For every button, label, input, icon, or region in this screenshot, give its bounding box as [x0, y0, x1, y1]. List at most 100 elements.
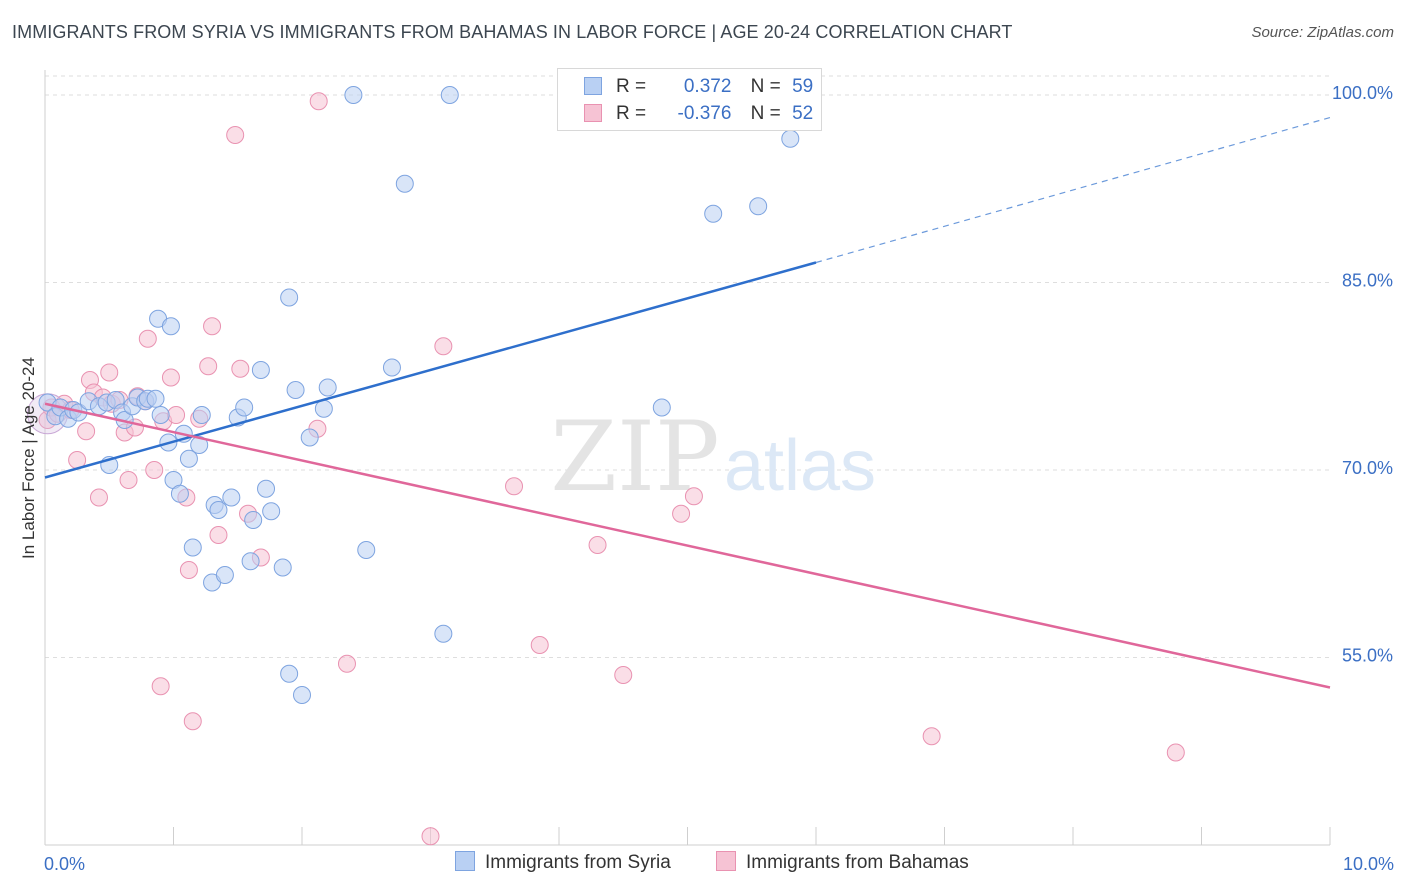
bahamas-point: [231, 359, 250, 378]
syria-point: [146, 389, 165, 408]
syria-point: [222, 488, 241, 507]
source-label: Source: ZipAtlas.com: [1251, 24, 1394, 41]
syria-point: [235, 398, 254, 417]
syria-point: [434, 624, 453, 643]
bahamas-point: [203, 317, 222, 336]
syria-point: [183, 538, 202, 557]
bottom-legend-label-bahamas: Immigrants from Bahamas: [746, 852, 969, 873]
bahamas-trend-line: [44, 402, 1331, 689]
y-tick-label: 100.0%: [1332, 83, 1393, 103]
bahamas-point: [434, 337, 453, 356]
bahamas-point: [672, 504, 691, 523]
syria-points: [38, 86, 800, 704]
syria-point: [357, 541, 376, 559]
syria-point: [749, 197, 768, 216]
bahamas-point: [530, 636, 549, 654]
syria-point: [280, 288, 299, 307]
syria-point: [382, 358, 401, 377]
legend-n-label: N =: [750, 103, 781, 124]
bahamas-point: [337, 654, 356, 673]
syria-point: [273, 558, 292, 577]
syria-point: [286, 381, 305, 399]
syria-point: [440, 86, 459, 104]
bahamas-point: [151, 677, 170, 696]
bahamas-point: [226, 126, 245, 144]
bahamas-point: [309, 92, 328, 111]
legend: R = 0.372 N = 59 R = -0.376 N = 52: [557, 68, 822, 131]
syria-point: [257, 479, 276, 498]
trend-lines: [44, 116, 1331, 689]
legend-n-label: N =: [750, 76, 781, 97]
legend-r-value: 0.372: [683, 76, 732, 97]
x-tick-label: 10.0%: [1343, 854, 1394, 874]
legend-n-value: 52: [792, 103, 814, 124]
axes: [44, 70, 1331, 846]
bahamas-point: [179, 561, 198, 579]
syria-point: [293, 686, 311, 704]
bahamas-point: [199, 357, 218, 376]
bahamas-point: [100, 363, 119, 382]
watermark: ZIP atlas: [550, 401, 876, 513]
syria-point: [262, 502, 281, 521]
tick-labels: 55.0% 70.0% 85.0% 100.0% 0.0% 10.0%: [44, 83, 1394, 874]
syria-point: [179, 449, 198, 468]
bahamas-point: [161, 368, 180, 387]
syria-point: [190, 436, 209, 454]
bahamas-point: [505, 477, 524, 496]
bahamas-point: [145, 461, 164, 479]
legend-swatch-bahamas: [584, 104, 602, 122]
syria-point: [781, 129, 800, 148]
syria-trend-extension: [815, 116, 1331, 264]
bahamas-point: [167, 406, 186, 424]
syria-point: [314, 399, 333, 418]
y-tick-label: 85.0%: [1342, 271, 1393, 291]
syria-point: [318, 378, 337, 397]
syria-point: [161, 317, 180, 336]
syria-point: [344, 86, 363, 104]
syria-point: [280, 664, 299, 683]
legend-row-bahamas: R = -0.376 N = 52: [584, 103, 813, 125]
syria-point: [395, 174, 414, 193]
syria-point: [215, 566, 234, 584]
x-tick-label: 0.0%: [44, 854, 85, 874]
bottom-legend-swatch-syria: [455, 851, 475, 871]
legend-r-label: R =: [616, 103, 647, 124]
syria-point: [170, 484, 189, 503]
legend-swatch-syria: [584, 77, 602, 95]
chart-title: IMMIGRANTS FROM SYRIA VS IMMIGRANTS FROM…: [12, 22, 1013, 42]
legend-row-syria: R = 0.372 N = 59: [584, 76, 813, 98]
bottom-legend-label-syria: Immigrants from Syria: [485, 852, 671, 873]
bahamas-point: [1166, 743, 1185, 762]
legend-r-value: -0.376: [677, 103, 732, 124]
bottom-legend-bahamas: Immigrants from Bahamas: [716, 851, 969, 874]
syria-point: [300, 428, 319, 447]
y-axis-label: In Labor Force | Age 20-24: [19, 357, 38, 559]
syria-point: [151, 406, 170, 424]
bahamas-point: [588, 536, 607, 554]
bahamas-point: [89, 488, 108, 507]
bahamas-point: [922, 727, 941, 746]
syria-point: [192, 406, 211, 424]
syria-point: [244, 511, 263, 529]
bahamas-point: [684, 487, 703, 506]
legend-n-value: 59: [792, 76, 814, 97]
bahamas-point: [209, 526, 228, 544]
bottom-legend-syria: Immigrants from Syria: [455, 851, 671, 874]
syria-point: [209, 501, 228, 519]
syria-trend-line: [44, 261, 817, 479]
bahamas-point: [77, 422, 96, 441]
watermark-atlas: atlas: [724, 426, 876, 506]
bahamas-point: [614, 666, 633, 684]
bahamas-point: [119, 471, 138, 489]
bahamas-point: [138, 329, 157, 348]
y-tick-label: 70.0%: [1342, 458, 1393, 478]
syria-point: [704, 204, 723, 223]
syria-point: [251, 361, 270, 379]
legend-r-label: R =: [616, 76, 647, 97]
syria-point: [652, 398, 671, 417]
syria-point: [241, 552, 260, 571]
bahamas-point: [183, 712, 202, 731]
bottom-legend-swatch-bahamas: [716, 851, 736, 871]
bahamas-point: [421, 827, 440, 846]
